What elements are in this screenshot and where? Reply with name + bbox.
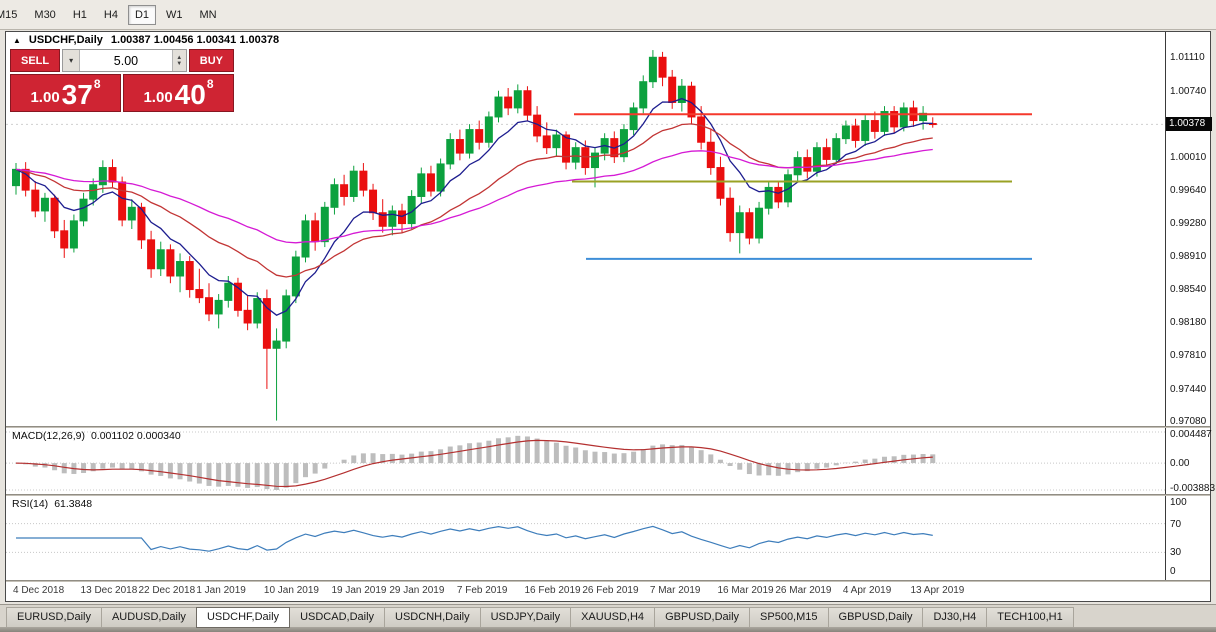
price-tick: 1.00010 xyxy=(1170,151,1207,163)
price-tick: 0.99280 xyxy=(1170,217,1207,229)
price-chart-panel: 1.011101.007401.003701.000100.996400.992… xyxy=(6,32,1212,428)
sell-price-prefix: 1.00 xyxy=(30,89,60,106)
chart-tab-xauusd-h4[interactable]: XAUUSD,H4 xyxy=(570,607,656,628)
macd-tick: 0.004487 xyxy=(1170,429,1212,440)
chart-tab-usdcad-daily[interactable]: USDCAD,Daily xyxy=(289,607,386,628)
chart-tabs-bar: EURUSD,Daily AUDUSD,Daily USDCHF,Daily USDC… xyxy=(0,604,1216,628)
macd-label: MACD(12,26,9) 0.001102 0.000340 xyxy=(12,430,181,442)
panel-separator[interactable] xyxy=(6,494,1210,496)
chart-tab-sp500-m15[interactable]: SP500,M15 xyxy=(749,607,829,628)
rsi-axis: 100 70 30 0 xyxy=(1165,496,1210,580)
spin-down-icon[interactable]: ▼ xyxy=(176,60,183,67)
buy-button[interactable]: BUY xyxy=(188,49,234,72)
buy-price-prefix: 1.00 xyxy=(143,89,173,106)
price-tick: 0.98540 xyxy=(1170,284,1207,296)
date-label: 26 Feb 2019 xyxy=(582,585,639,596)
chart-tab-dj30-h4[interactable]: DJ30,H4 xyxy=(922,607,988,628)
rsi-panel: 100 70 30 0 RSI(14) 61.3848 xyxy=(6,496,1210,580)
current-price-badge: 1.00378 xyxy=(1166,117,1212,132)
rsi-tick: 30 xyxy=(1170,547,1182,559)
rsi-label: RSI(14) 61.3848 xyxy=(12,498,93,510)
buy-price-display[interactable]: 1.00 40 8 xyxy=(123,74,234,112)
chart-tab-usdjpy-daily[interactable]: USDJPY,Daily xyxy=(479,607,572,628)
timeframe-mn[interactable]: MN xyxy=(193,5,224,25)
macd-tick: 0.00 xyxy=(1170,458,1190,470)
chart-tab-eurusd-daily[interactable]: EURUSD,Daily xyxy=(6,607,102,628)
chart-tab-tech100-h1[interactable]: TECH100,H1 xyxy=(986,607,1074,628)
rsi-tick: 70 xyxy=(1170,518,1182,530)
one-click-toggle-icon[interactable]: ▲ xyxy=(13,35,21,45)
candlestick-chart[interactable] xyxy=(6,32,1165,426)
timeframe-m30[interactable]: M30 xyxy=(27,5,62,25)
rsi-tick: 0 xyxy=(1170,566,1176,577)
price-tick: 1.01110 xyxy=(1170,52,1205,64)
date-label: 22 Dec 2018 xyxy=(138,585,196,596)
date-label: 4 Apr 2019 xyxy=(842,585,892,596)
timeframe-toolbar: M15M30H1H4D1W1MN xyxy=(0,0,1216,30)
date-label: 7 Feb 2019 xyxy=(456,585,508,596)
price-tick: 0.97810 xyxy=(1170,350,1207,362)
timeframe-d1[interactable]: D1 xyxy=(127,4,156,25)
price-tick: 1.00740 xyxy=(1170,85,1207,97)
ohlc-values: 1.00387 1.00456 1.00341 1.00378 xyxy=(110,34,280,46)
price-tick: 0.99640 xyxy=(1170,185,1207,197)
chart-tab-usdcnh-daily[interactable]: USDCNH,Daily xyxy=(384,607,481,628)
volume-dropdown-icon[interactable]: ▾ xyxy=(63,50,81,71)
timeframe-m15[interactable]: M15 xyxy=(0,5,24,25)
panel-separator[interactable] xyxy=(6,580,1210,582)
date-label: 13 Dec 2018 xyxy=(80,585,138,596)
price-tick: 0.98180 xyxy=(1170,316,1207,328)
price-axis[interactable]: 1.011101.007401.003701.000100.996400.992… xyxy=(1165,32,1212,428)
sell-price-sup: 8 xyxy=(93,77,101,91)
buy-price-big: 40 xyxy=(174,78,206,110)
macd-axis: 0.004487 0.00 -0.003883 xyxy=(1165,428,1215,494)
date-label: 29 Jan 2019 xyxy=(389,585,445,596)
timeframe-h1[interactable]: H1 xyxy=(66,5,94,25)
date-label: 1 Jan 2019 xyxy=(196,585,246,596)
buy-price-sup: 8 xyxy=(206,77,214,91)
sell-price-big: 37 xyxy=(61,78,93,110)
macd-chart[interactable] xyxy=(6,428,1165,494)
date-label: 16 Mar 2019 xyxy=(717,585,774,596)
price-tick: 0.97440 xyxy=(1170,383,1207,395)
date-label: 13 Apr 2019 xyxy=(910,585,965,596)
rsi-tick: 100 xyxy=(1170,497,1187,508)
date-label: 7 Mar 2019 xyxy=(649,585,701,596)
timeframe-h4[interactable]: H4 xyxy=(97,5,125,25)
date-label: 4 Dec 2018 xyxy=(13,585,65,596)
volume-control: ▾ ▲▼ xyxy=(62,49,187,72)
panel-separator[interactable] xyxy=(6,426,1210,428)
rsi-chart[interactable] xyxy=(6,496,1165,580)
chart-tab-gbpusd-daily[interactable]: GBPUSD,Daily xyxy=(827,607,924,628)
sell-price-display[interactable]: 1.00 37 8 xyxy=(10,74,121,112)
symbol-label: USDCHF,Daily xyxy=(28,34,103,46)
date-label: 19 Jan 2019 xyxy=(331,585,387,596)
date-label: 16 Feb 2019 xyxy=(524,585,581,596)
window-edge xyxy=(0,627,1216,632)
price-tick: 0.98910 xyxy=(1170,251,1207,262)
chart-tab-gbpusd-daily[interactable]: GBPUSD,Daily xyxy=(654,607,751,628)
volume-input[interactable] xyxy=(80,50,172,71)
macd-panel: 0.004487 0.00 -0.003883 MACD(12,26,9) 0.001… xyxy=(6,428,1215,494)
chart-window: 1.011101.007401.003701.000100.996400.992… xyxy=(5,31,1215,602)
volume-spinner[interactable]: ▲ ▼ xyxy=(171,50,186,71)
chart-tab-audusd-daily[interactable]: AUDUSD,Daily xyxy=(100,607,197,628)
timeframe-w1[interactable]: W1 xyxy=(159,5,190,25)
chart-title: ▲ USDCHF,Daily 1.00387 1.00456 1.00341 1… xyxy=(13,34,279,46)
one-click-trading-panel: SELL ▾ ▲▼ BUY 1.00 37 8 1.00 xyxy=(10,49,234,112)
date-label: 10 Jan 2019 xyxy=(263,585,319,596)
time-axis[interactable]: 4 Dec 2018 13 Dec 2018 22 Dec 2018 1 Jan 20… xyxy=(6,582,1210,601)
price-tick: 0.97080 xyxy=(1170,416,1207,428)
date-label: 26 Mar 2019 xyxy=(775,585,832,596)
macd-tick: -0.003883 xyxy=(1170,483,1216,494)
spin-up-icon[interactable]: ▲ xyxy=(176,54,183,61)
chart-tab-usdchf-daily[interactable]: USDCHF,Daily xyxy=(195,607,291,628)
sell-button[interactable]: SELL xyxy=(10,49,61,72)
